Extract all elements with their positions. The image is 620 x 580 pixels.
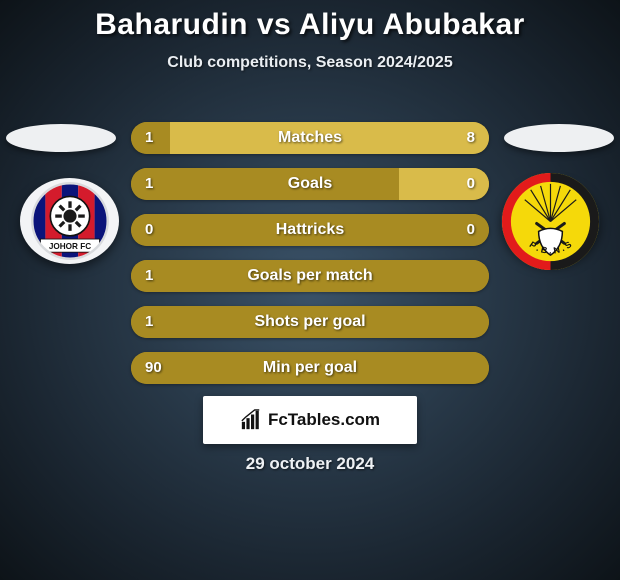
johor-fc-crest: JOHOR FC <box>20 178 119 264</box>
stat-label: Shots per goal <box>131 306 489 338</box>
stat-label: Matches <box>131 122 489 154</box>
stat-label: Hattricks <box>131 214 489 246</box>
branding-text: FcTables.com <box>268 410 380 430</box>
branding-badge: FcTables.com <box>203 396 417 444</box>
stats-panel: 18Matches 10Goals 00Hattricks 1Goals per ma… <box>131 122 489 384</box>
page-title: Baharudin vs Aliyu Abubakar <box>0 8 620 42</box>
pbns-crest: P . B . N . S <box>501 178 600 264</box>
name-plate-right <box>504 124 614 152</box>
subtitle: Club competitions, Season 2024/2025 <box>0 54 620 72</box>
name-plate-left <box>6 124 116 152</box>
bar-chart-icon <box>240 409 262 431</box>
stat-row: 1Shots per goal <box>131 306 489 338</box>
date-label: 29 october 2024 <box>0 454 620 474</box>
stat-label: Goals per match <box>131 260 489 292</box>
stat-row: 90Min per goal <box>131 352 489 384</box>
stat-row: 18Matches <box>131 122 489 154</box>
stat-row: 1Goals per match <box>131 260 489 292</box>
stat-label: Min per goal <box>131 352 489 384</box>
stat-row: 10Goals <box>131 168 489 200</box>
stat-label: Goals <box>131 168 489 200</box>
stat-row: 00Hattricks <box>131 214 489 246</box>
svg-text:JOHOR FC: JOHOR FC <box>48 242 90 251</box>
